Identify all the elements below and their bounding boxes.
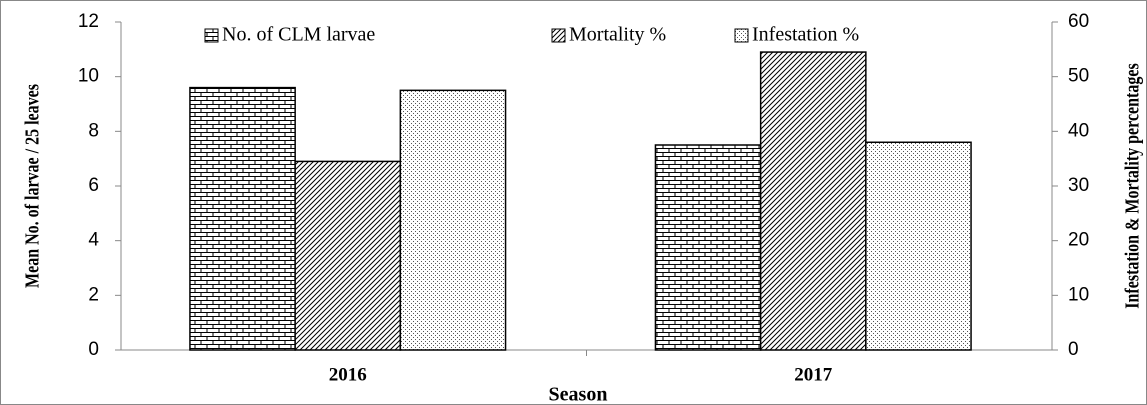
legend-swatch [551,28,566,43]
legend-label: Infestation % [752,24,859,46]
legend-label: No. of CLM larvae [222,24,375,46]
y2-tick-label: 10 [1068,284,1089,305]
legend-swatch [204,28,219,43]
y2-tick-label: 30 [1068,175,1089,196]
x-tick-label: 2016 [329,364,367,385]
bar [294,160,402,351]
y2-tick-label: 50 [1068,66,1089,87]
y2-tick-label: 60 [1068,11,1089,32]
bar [865,141,972,351]
bar [399,89,507,351]
bar [189,86,296,351]
x-axis-label: Season [549,384,608,405]
legend-swatch [734,28,749,43]
y-tick-label: 12 [78,11,99,32]
y2-tick-label: 40 [1068,120,1089,141]
y-tick-label: 0 [88,339,99,360]
y-tick-label: 6 [88,175,99,196]
y-tick-label: 4 [88,230,99,251]
y-axis-label: Mean No. of larvae / 25 leaves [21,84,43,288]
y2-tick-label: 0 [1068,339,1079,360]
y2-tick-label: 20 [1068,230,1089,251]
bar [654,144,762,351]
y2-axis-label: Infestation & Mortality percentages [1121,63,1143,308]
y-tick-label: 2 [88,284,99,305]
x-tick-label: 2017 [794,364,833,385]
legend-label: Mortality % [569,24,666,46]
y-tick-label: 10 [78,66,99,87]
y-tick-label: 8 [88,120,99,141]
bar [759,51,867,351]
